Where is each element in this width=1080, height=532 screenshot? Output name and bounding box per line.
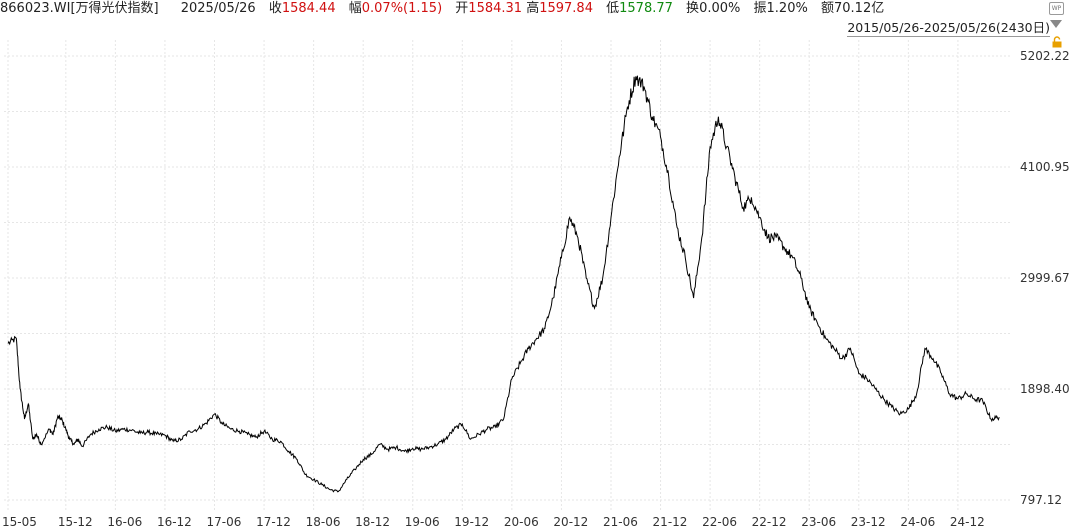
lock-icon[interactable] <box>1051 36 1063 48</box>
low-value: 1578.77 <box>619 1 673 16</box>
x-tick-label: 20-12 <box>553 515 588 529</box>
x-tick-label: 21-12 <box>653 515 688 529</box>
x-tick-label: 15-12 <box>58 515 93 529</box>
x-axis-ticks: 15-05 15-12 16-06 16-12 17-06 17-12 18-06 18-12… <box>2 515 985 529</box>
x-tick-label: 15-05 <box>2 515 37 529</box>
change-value: 0.07%(1.15) <box>361 1 443 16</box>
x-tick-label: 17-12 <box>256 515 291 529</box>
open-value: 1584.31 <box>468 1 523 16</box>
x-tick-label: 16-12 <box>157 515 192 529</box>
y-tick-label: 2999.67 <box>1020 271 1070 285</box>
x-tick-label: 18-06 <box>306 515 341 529</box>
wp-icon[interactable]: WP <box>1049 2 1064 15</box>
x-tick-label: 17-06 <box>207 515 242 529</box>
grid-lines <box>4 40 1012 512</box>
amplitude-value: 1.20% <box>766 1 808 16</box>
amount-value: 70.12亿 <box>834 1 885 16</box>
x-tick-label: 24-06 <box>900 515 935 529</box>
dropdown-icon[interactable] <box>1050 20 1062 28</box>
amount-label: 额 <box>820 1 834 16</box>
x-tick-label: 20-06 <box>504 515 539 529</box>
close-label: 收 <box>268 1 282 16</box>
turnover-value: 0.00% <box>699 1 741 16</box>
y-tick-label: 797.12 <box>1020 493 1062 507</box>
date-range-selector[interactable]: 2015/05/26-2025/05/26(2430日) <box>847 20 1050 37</box>
y-tick-label: 1898.40 <box>1020 382 1070 396</box>
price-line <box>7 75 1000 493</box>
x-tick-label: 19-06 <box>405 515 440 529</box>
turnover-label: 换 <box>686 1 700 16</box>
price-series <box>7 75 1000 493</box>
x-tick-label: 23-12 <box>851 515 886 529</box>
x-tick-label: 16-06 <box>107 515 142 529</box>
open-label: 开 <box>455 1 469 16</box>
y-axis-ticks: 5202.22 4100.95 2999.67 1898.40 797.12 <box>1020 49 1070 507</box>
high-value: 1597.84 <box>539 1 593 16</box>
x-tick-label: 18-12 <box>355 515 390 529</box>
y-tick-label: 5202.22 <box>1020 49 1070 63</box>
amplitude-label: 振 <box>753 1 767 16</box>
x-tick-label: 22-06 <box>702 515 737 529</box>
x-tick-label: 22-12 <box>752 515 787 529</box>
x-tick-label: 19-12 <box>454 515 489 529</box>
low-label: 低 <box>606 1 620 16</box>
index-code-name[interactable]: 866023.WI[万得光伏指数] <box>0 1 159 16</box>
quote-header: 866023.WI[万得光伏指数] 2025/05/26 收1584.44 幅0… <box>0 0 1080 18</box>
x-tick-label: 23-06 <box>801 515 836 529</box>
quote-date: 2025/05/26 <box>180 1 256 16</box>
x-tick-label: 21-06 <box>603 515 638 529</box>
y-tick-label: 4100.95 <box>1020 160 1070 174</box>
close-value: 1584.44 <box>281 1 336 16</box>
change-label: 幅 <box>348 1 362 16</box>
x-tick-label: 24-12 <box>950 515 985 529</box>
high-label: 高 <box>526 1 540 16</box>
